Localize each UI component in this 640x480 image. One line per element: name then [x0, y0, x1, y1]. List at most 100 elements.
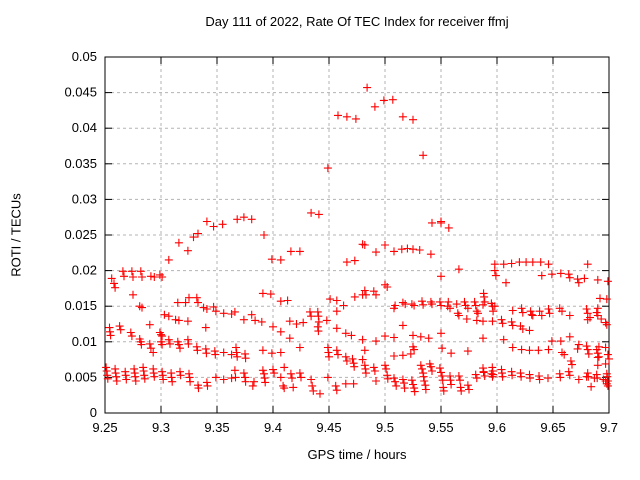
data-point	[419, 372, 428, 381]
data-point	[323, 373, 332, 382]
data-point	[525, 326, 534, 335]
data-point	[295, 369, 304, 378]
data-point	[407, 300, 416, 309]
data-point	[140, 374, 149, 383]
data-point	[111, 283, 120, 292]
data-point	[158, 340, 167, 349]
data-point	[437, 218, 445, 227]
data-point	[426, 297, 435, 306]
data-point	[381, 241, 389, 249]
data-point	[185, 293, 193, 302]
data-point	[110, 279, 118, 288]
data-point	[454, 265, 463, 274]
data-point	[176, 367, 184, 376]
data-point	[400, 379, 408, 388]
data-point	[112, 377, 121, 385]
data-point	[527, 310, 536, 319]
x-tick-label: 9.25	[92, 420, 117, 435]
data-point	[390, 333, 398, 342]
data-point	[424, 334, 433, 343]
data-point	[286, 369, 295, 378]
data-point	[111, 369, 120, 378]
data-point	[211, 350, 220, 359]
data-point	[227, 350, 236, 359]
x-tick-label: 9.65	[540, 420, 565, 435]
data-point	[474, 309, 482, 318]
data-point	[332, 296, 341, 305]
data-point	[526, 374, 534, 383]
data-point	[219, 348, 228, 357]
data-point	[247, 215, 256, 224]
data-point	[447, 380, 456, 389]
data-point	[444, 297, 453, 306]
data-point	[439, 386, 448, 395]
data-point	[129, 290, 137, 299]
data-point	[227, 310, 236, 318]
data-point	[426, 250, 435, 259]
data-point	[564, 270, 573, 279]
data-point	[276, 373, 285, 382]
data-point	[438, 376, 447, 385]
data-point	[239, 213, 248, 222]
data-point	[136, 267, 145, 276]
data-point	[566, 357, 575, 365]
data-point	[276, 327, 285, 336]
data-point	[260, 374, 269, 383]
data-point	[276, 348, 285, 357]
data-point	[307, 375, 316, 384]
data-point	[472, 316, 481, 325]
x-tick-label: 9.5	[376, 420, 394, 435]
data-point	[209, 302, 218, 311]
data-point	[140, 371, 149, 380]
data-point	[227, 374, 236, 383]
data-point	[257, 317, 266, 326]
data-point	[587, 382, 596, 391]
data-point	[583, 369, 592, 378]
data-point	[444, 223, 453, 232]
data-point	[270, 369, 279, 378]
y-tick-label: 0.005	[64, 369, 97, 384]
data-point	[537, 271, 546, 280]
data-point	[582, 342, 591, 351]
data-point	[171, 315, 180, 324]
data-point	[295, 343, 304, 352]
data-point	[456, 376, 464, 385]
data-point	[453, 309, 462, 318]
data-point	[160, 310, 169, 319]
data-point	[593, 311, 602, 320]
data-point	[332, 346, 341, 355]
data-point	[145, 320, 154, 329]
data-point	[507, 317, 516, 326]
data-point	[138, 303, 146, 312]
data-point	[239, 315, 248, 324]
data-point	[508, 321, 517, 330]
data-point	[605, 354, 613, 363]
data-point	[258, 366, 267, 375]
x-tick-label: 9.55	[428, 420, 453, 435]
data-point	[456, 383, 465, 392]
data-point	[426, 362, 435, 371]
data-point	[526, 307, 535, 316]
data-point	[358, 355, 367, 364]
data-point	[159, 375, 168, 384]
data-point	[332, 324, 341, 333]
data-point	[545, 309, 554, 318]
data-point	[454, 372, 463, 380]
data-point	[370, 367, 379, 375]
data-point	[266, 290, 275, 299]
data-point	[362, 290, 370, 299]
data-point	[555, 369, 564, 378]
data-point	[419, 151, 428, 160]
data-point	[258, 289, 267, 298]
data-point	[295, 247, 304, 256]
data-point	[535, 375, 544, 384]
data-point	[522, 258, 531, 267]
data-point	[536, 258, 545, 267]
data-point	[490, 266, 499, 275]
data-point	[565, 273, 574, 282]
data-point	[382, 364, 391, 373]
data-point	[174, 316, 183, 325]
data-point	[241, 377, 250, 386]
data-point	[360, 346, 369, 355]
